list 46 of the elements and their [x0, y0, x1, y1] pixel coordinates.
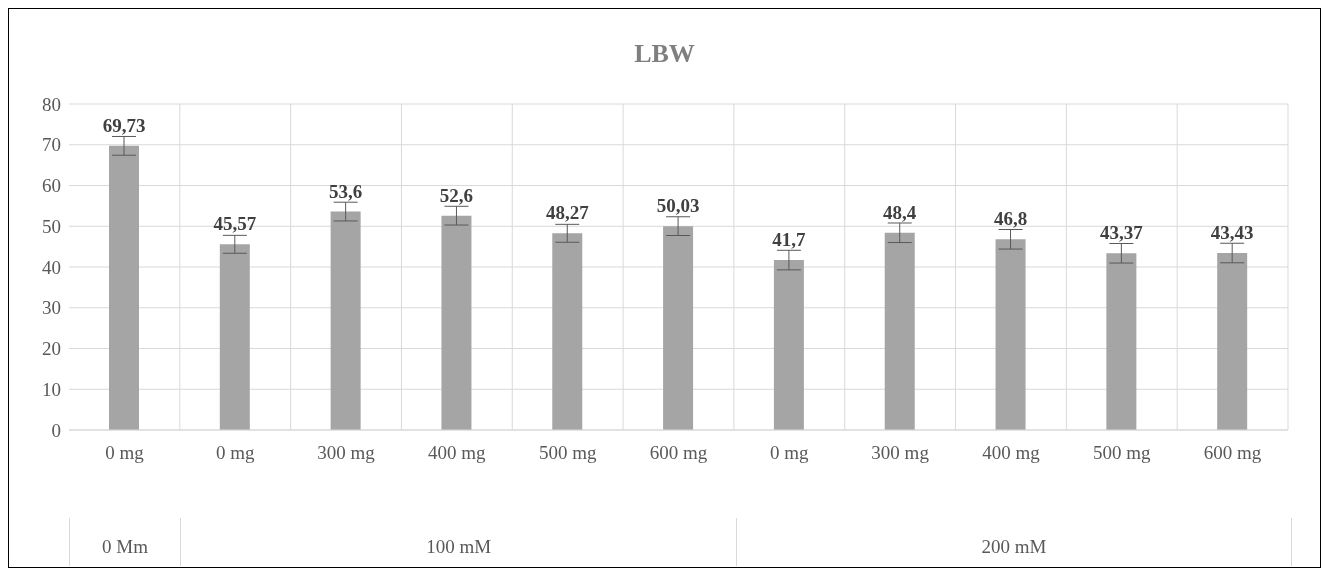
x-tick-label: 500 mg [538, 442, 597, 464]
bar [663, 226, 694, 430]
x-tick-label: 600 mg [1203, 442, 1262, 464]
y-tick-label: 10 [42, 378, 61, 400]
data-label: 48,4 [883, 201, 917, 223]
bar [995, 239, 1026, 430]
x-tick-label: 500 mg [1093, 442, 1152, 464]
data-label: 45,57 [213, 213, 257, 235]
x-tick-label: 300 mg [317, 442, 376, 464]
data-label: 53,6 [329, 180, 363, 202]
x-tick-label: 300 mg [871, 442, 930, 464]
text: 100 mM [425, 536, 493, 558]
y-tick-label: 20 [42, 338, 61, 360]
y-tick-label: 0 [51, 419, 61, 441]
bar [109, 145, 139, 430]
data-label: 48,27 [545, 202, 590, 224]
data-label: 50,03 [656, 195, 700, 217]
chart-title: LBW [633, 39, 696, 69]
x-tick-label: 400 mg [982, 442, 1041, 464]
data-label: 69,73 [102, 114, 146, 136]
bar [1106, 253, 1137, 430]
y-tick-label: 50 [42, 215, 61, 237]
y-tick-label: 60 [42, 175, 61, 197]
bar [884, 232, 915, 430]
bar [441, 215, 472, 430]
x-tick-label: 0 mg [215, 442, 255, 464]
y-tick-label: 40 [42, 256, 61, 278]
bar [219, 244, 250, 430]
x-tick-label: 600 mg [649, 442, 708, 464]
data-label: 41,7 [772, 229, 807, 251]
y-tick-label: 70 [42, 134, 61, 156]
bar [330, 211, 361, 430]
data-label: 43,43 [1210, 222, 1254, 244]
x-tick-label: 0 mg [105, 442, 145, 464]
y-tick-label: 80 [42, 93, 61, 115]
data-label: 43,37 [1099, 222, 1144, 244]
x-tick-label: 0 mg [770, 442, 810, 464]
bar [1217, 253, 1248, 430]
text: 0 Mm [101, 536, 150, 558]
text: 200 mM [980, 536, 1048, 558]
x-tick-label: 400 mg [428, 442, 487, 464]
data-label: 46,8 [993, 208, 1028, 230]
bar [552, 233, 583, 430]
data-label: 52,6 [439, 184, 474, 206]
y-tick-label: 30 [42, 297, 61, 319]
bar [773, 260, 804, 430]
